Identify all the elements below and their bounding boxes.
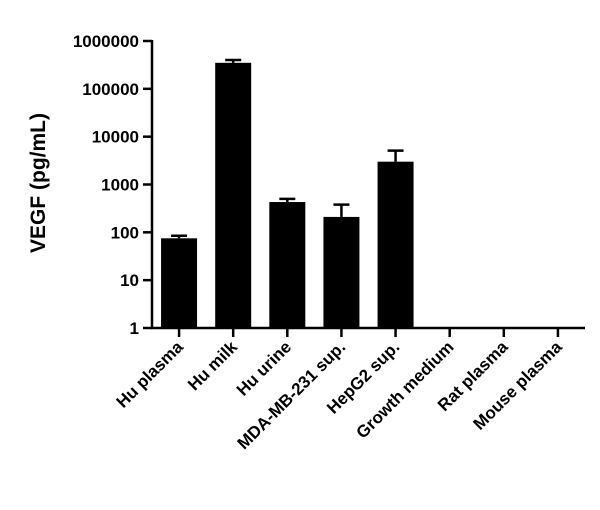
bar [215,62,252,328]
y-tick-label: 10 [120,271,139,290]
y-tick-label: 100000 [82,80,139,99]
y-axis-ticks: 1 10 100 1000 10000 100000 1000000 [73,32,152,338]
bar [269,202,306,328]
bar [377,161,414,328]
y-tick-label: 1 [130,319,139,338]
y-axis-title: VEGF (pg/mL) [27,113,50,253]
bars [161,62,414,328]
y-tick-label: 100 [111,223,139,242]
y-tick-label: 1000000 [73,32,139,51]
y-tick-label: 1000 [101,176,139,195]
bar [161,238,198,328]
category-label: Hu plasma [113,337,188,412]
bar [323,216,360,328]
error-bars [171,58,404,239]
category-label: Growth medium [353,337,458,442]
y-tick-label: 10000 [92,128,139,147]
